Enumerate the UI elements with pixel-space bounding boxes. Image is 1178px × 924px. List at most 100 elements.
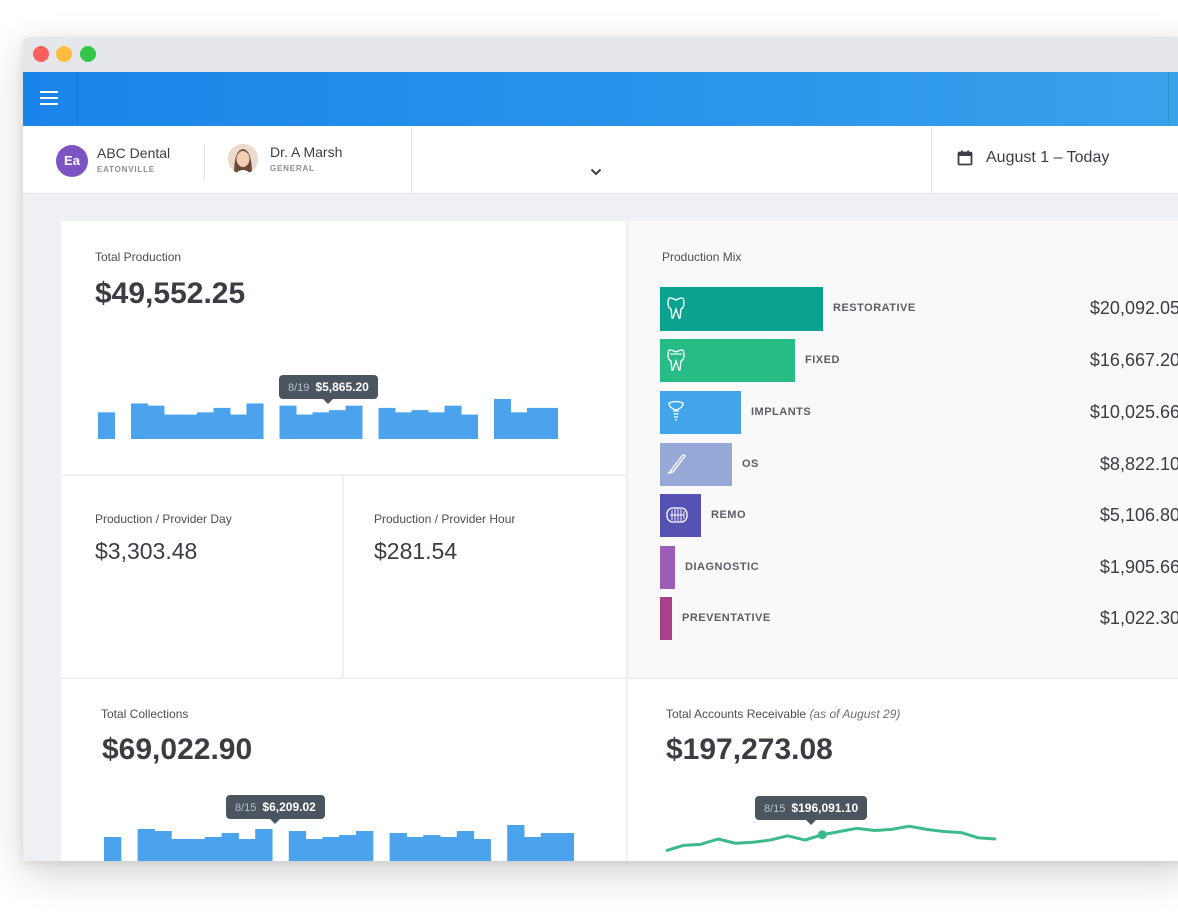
production-mix-bar	[660, 546, 675, 589]
tooltip-date: 8/15	[764, 803, 786, 815]
production-per-day-label: Production / Provider Day	[95, 512, 232, 526]
production-per-day-card: Production / Provider Day $3,303.48	[61, 476, 342, 677]
chart-bar[interactable]	[221, 833, 239, 861]
production-mix-item-value: $1,022.30	[1099, 608, 1178, 628]
chart-bar[interactable]	[246, 403, 264, 439]
chart-bar[interactable]	[288, 831, 307, 861]
production-mix-item-value: $16,667.20	[1089, 350, 1178, 370]
chart-bar[interactable]	[339, 835, 357, 861]
practice-name: ABC Dental	[97, 145, 171, 161]
chart-bar[interactable]	[188, 839, 206, 861]
provider-avatar	[228, 144, 258, 174]
total-collections-tooltip: 8/15 $6,209.02	[226, 795, 325, 824]
chart-point[interactable]	[817, 830, 827, 840]
accounts-receivable-tooltip: 8/15 $196,091.10	[755, 796, 868, 825]
chart-bar[interactable]	[296, 414, 313, 439]
chart-bar[interactable]	[524, 837, 542, 861]
tooltip-date: 8/19	[288, 382, 310, 394]
chart-bar[interactable]	[423, 835, 441, 861]
chart-bar[interactable]	[98, 412, 115, 439]
total-collections-card: Total Collections $69,022.90 8/15 $6,209.…	[61, 679, 626, 861]
total-collections-value: $69,022.90	[102, 733, 253, 766]
chart-bar[interactable]	[473, 839, 491, 861]
production-mix-item-value: $1,905.66	[1099, 557, 1178, 577]
chart-bar[interactable]	[510, 412, 528, 439]
production-mix-item[interactable]: FIXED $16,667.20	[660, 339, 1178, 382]
chart-bar[interactable]	[356, 831, 374, 861]
chart-bar[interactable]	[305, 839, 323, 861]
production-mix-item[interactable]: OS $8,822.10	[660, 443, 1178, 486]
chart-bar[interactable]	[507, 825, 525, 861]
header-divider	[1168, 72, 1169, 126]
accounts-receivable-value: $197,273.08	[666, 733, 833, 766]
total-production-label: Total Production	[95, 250, 182, 264]
tooltip-value: $6,209.02	[262, 800, 316, 814]
chart-bar[interactable]	[395, 412, 412, 439]
app-window: Ea ABC Dental EATONVILLE Dr. A Marsh GEN…	[23, 37, 1178, 861]
production-mix-item-value: $20,092.05	[1089, 298, 1178, 318]
chart-bar[interactable]	[440, 837, 458, 861]
chart-bar[interactable]	[238, 839, 256, 861]
chart-bar[interactable]	[543, 407, 559, 439]
chart-bar[interactable]	[557, 833, 574, 861]
chart-bar[interactable]	[461, 414, 478, 439]
chart-bar[interactable]	[322, 837, 340, 861]
chart-bar[interactable]	[444, 405, 462, 439]
chevron-down-icon[interactable]	[590, 168, 602, 176]
chart-bar[interactable]	[312, 412, 330, 439]
hamburger-icon[interactable]	[40, 91, 58, 105]
production-mix-item-label: PREVENTATIVE	[682, 612, 771, 624]
chart-bar[interactable]	[164, 414, 181, 439]
chart-bar[interactable]	[204, 837, 223, 861]
chart-bar[interactable]	[456, 831, 475, 861]
context-bar: Ea ABC Dental EATONVILLE Dr. A Marsh GEN…	[23, 126, 1178, 194]
chart-bar[interactable]	[411, 410, 429, 439]
denture-icon	[666, 507, 688, 523]
divider	[931, 126, 932, 193]
chart-bar[interactable]	[428, 412, 445, 439]
date-range-label: August 1 – Today	[986, 149, 1110, 166]
production-mix-bar	[660, 443, 732, 486]
production-mix-item-label: DIAGNOSTIC	[685, 561, 760, 573]
chart-bar[interactable]	[213, 407, 231, 439]
chart-bar[interactable]	[540, 833, 559, 861]
close-window-button[interactable]	[33, 46, 49, 62]
chart-bar[interactable]	[180, 414, 198, 439]
production-mix-item[interactable]: PREVENTATIVE $1,022.30	[660, 597, 1178, 640]
production-mix-item[interactable]: DIAGNOSTIC $1,905.66	[660, 546, 1178, 589]
production-per-hour-value: $281.54	[374, 538, 458, 564]
chart-bar[interactable]	[230, 414, 247, 439]
tooltip-value: $5,865.20	[315, 380, 369, 394]
maximize-window-button[interactable]	[80, 46, 96, 62]
chart-bar[interactable]	[406, 837, 424, 861]
production-per-hour-label: Production / Provider Hour	[374, 512, 516, 526]
divider	[204, 144, 205, 180]
tooltip-date: 8/15	[235, 802, 257, 814]
chart-bar[interactable]	[378, 407, 396, 439]
production-mix-item[interactable]: RESTORATIVE $20,092.05	[660, 287, 1178, 331]
production-mix-item[interactable]: REMO $5,106.80	[660, 494, 1178, 537]
chart-bar[interactable]	[197, 412, 214, 439]
chart-bar[interactable]	[171, 839, 189, 861]
chart-bar[interactable]	[329, 410, 346, 439]
chart-bar[interactable]	[131, 403, 148, 439]
chart-bar[interactable]	[345, 405, 363, 439]
chart-bar[interactable]	[147, 405, 165, 439]
scalpel-icon	[667, 454, 686, 475]
chart-bar[interactable]	[494, 399, 511, 439]
production-mix-bar	[660, 287, 823, 331]
chart-bar[interactable]	[104, 837, 122, 861]
chart-bar[interactable]	[279, 405, 297, 439]
crown-icon	[667, 349, 685, 371]
chart-bar[interactable]	[389, 833, 407, 861]
production-mix-item[interactable]: IMPLANTS $10,025.66	[660, 391, 1178, 434]
production-mix-item-label: IMPLANTS	[751, 406, 812, 418]
minimize-window-button[interactable]	[56, 46, 72, 62]
implant-icon	[668, 400, 684, 421]
chart-bar[interactable]	[154, 831, 172, 861]
chart-bar[interactable]	[137, 829, 155, 861]
provider-role: GENERAL	[270, 164, 315, 173]
tooth-icon	[667, 297, 685, 319]
chart-bar[interactable]	[255, 829, 273, 861]
chart-bar[interactable]	[527, 407, 544, 439]
